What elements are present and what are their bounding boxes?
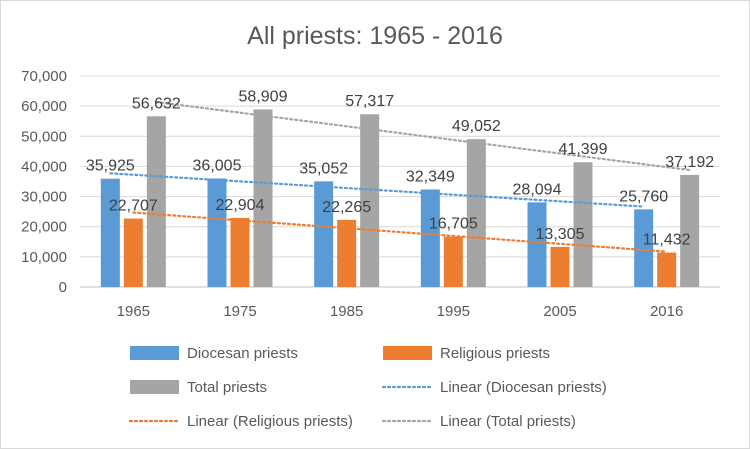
y-tick-label: 40,000	[21, 158, 67, 175]
data-label: 13,305	[536, 226, 585, 243]
trendlines	[109, 100, 691, 253]
bar	[314, 181, 334, 287]
legend-label: Religious priests	[440, 345, 550, 362]
bar	[680, 174, 700, 287]
data-label: 36,005	[193, 157, 242, 174]
bar	[253, 109, 273, 287]
data-label: 22,265	[322, 199, 371, 216]
data-label: 32,349	[406, 168, 455, 185]
bar	[100, 178, 120, 287]
x-tick-label: 1995	[437, 303, 470, 320]
legend-label: Linear (Diocesan priests)	[440, 379, 607, 396]
legend-label: Linear (Total priests)	[440, 413, 576, 430]
x-axis-tick-labels: 1965 1975 1985 1995 2005 2016	[117, 303, 684, 320]
bar	[207, 178, 227, 287]
bar	[573, 162, 593, 287]
chart-title: All priests: 1965 - 2016	[247, 22, 503, 50]
bar	[146, 116, 166, 287]
bar	[123, 218, 143, 287]
bar	[527, 202, 547, 287]
x-tick-label: 2016	[650, 303, 683, 320]
bar	[337, 219, 357, 287]
bar	[466, 139, 486, 287]
data-label: 35,052	[299, 160, 348, 177]
data-label: 37,192	[665, 154, 714, 171]
bar	[550, 246, 570, 287]
data-label: 25,760	[619, 188, 668, 205]
legend-label: Diocesan priests	[187, 345, 298, 362]
y-tick-label: 10,000	[21, 249, 67, 266]
legend-swatch	[130, 380, 179, 394]
bar	[420, 189, 440, 287]
y-tick-label: 50,000	[21, 128, 67, 145]
y-axis-tick-labels: 0 10,000 20,000 30,000 40,000 50,000 60,000 70,…	[21, 68, 67, 296]
bar	[443, 236, 463, 287]
trendline	[155, 100, 691, 172]
data-label: 22,904	[216, 197, 265, 214]
x-tick-label: 1985	[330, 303, 363, 320]
data-label: 35,925	[86, 158, 135, 175]
y-tick-label: 0	[59, 279, 67, 296]
y-tick-label: 30,000	[21, 189, 67, 206]
bar	[634, 209, 654, 287]
data-label: 11,432	[643, 232, 691, 249]
bar	[360, 114, 380, 287]
legend-label: Linear (Religious priests)	[187, 413, 353, 430]
data-label: 28,094	[513, 181, 562, 198]
x-tick-label: 1965	[117, 303, 150, 320]
y-tick-label: 70,000	[21, 68, 67, 85]
data-label: 56,632	[132, 95, 181, 112]
legend-swatch	[130, 346, 179, 360]
data-label: 57,317	[345, 93, 394, 110]
x-tick-label: 2005	[543, 303, 576, 320]
data-label: 58,909	[239, 88, 288, 105]
legend: Diocesan priests Religious priests Total p…	[128, 345, 607, 430]
bars	[100, 109, 700, 287]
bar	[657, 252, 677, 287]
y-tick-label: 60,000	[21, 98, 67, 115]
x-tick-label: 1975	[223, 303, 256, 320]
data-label: 22,707	[109, 198, 158, 215]
y-tick-label: 20,000	[21, 219, 67, 236]
data-labels: 35,925 36,005 35,052 32,349 28,094 25,760 22,7…	[86, 88, 714, 248]
trendline	[109, 172, 645, 208]
legend-swatch	[383, 346, 432, 360]
gridlines	[80, 75, 720, 288]
bar	[230, 217, 250, 287]
data-label: 41,399	[559, 141, 608, 158]
data-label: 49,052	[452, 118, 501, 135]
trendline	[132, 211, 668, 253]
data-label: 16,705	[429, 216, 478, 233]
legend-label: Total priests	[187, 379, 267, 396]
